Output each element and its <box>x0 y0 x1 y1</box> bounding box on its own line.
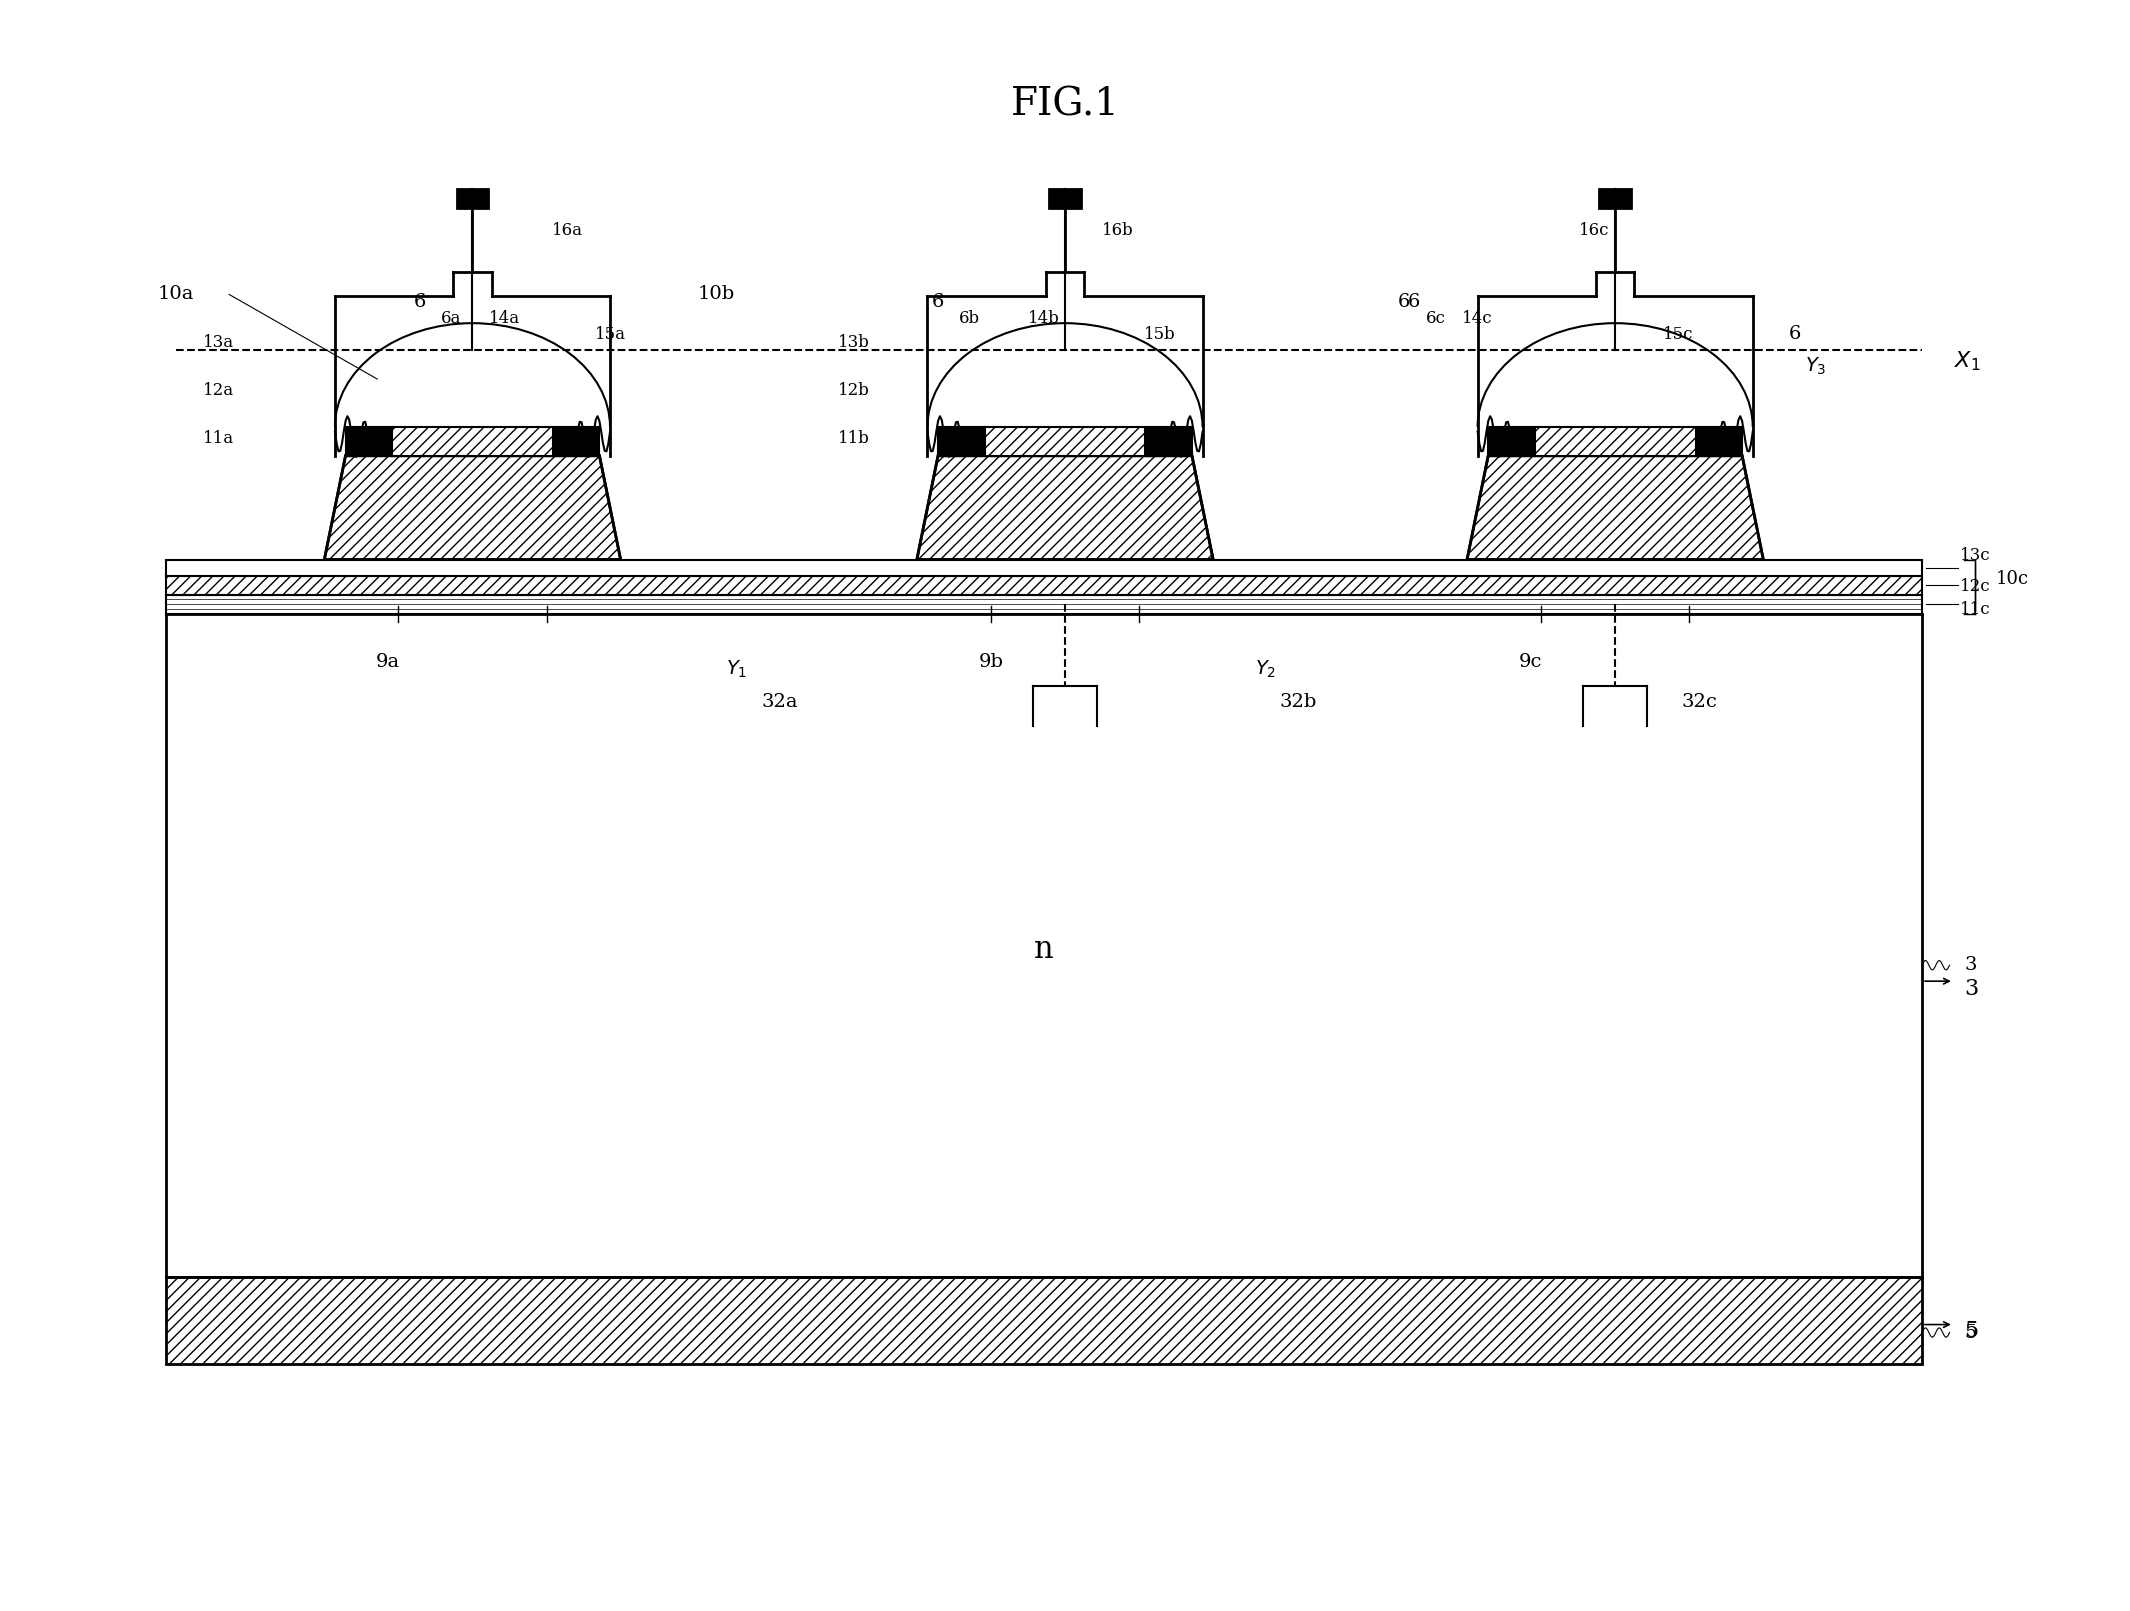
Text: 5: 5 <box>1964 1319 1979 1342</box>
Text: 13c: 13c <box>1960 548 1992 564</box>
Bar <box>937 427 984 456</box>
Text: 6b: 6b <box>958 309 980 327</box>
Bar <box>166 594 1921 614</box>
Text: 6: 6 <box>1408 293 1421 311</box>
Bar <box>166 575 1921 594</box>
Bar <box>1695 427 1742 456</box>
Text: 16a: 16a <box>552 222 584 238</box>
Text: 6: 6 <box>413 293 426 311</box>
Text: 15c: 15c <box>1664 325 1693 343</box>
Bar <box>1600 188 1632 208</box>
Text: 16b: 16b <box>1101 222 1133 238</box>
Text: n: n <box>1033 934 1054 965</box>
Text: 6a: 6a <box>441 309 462 327</box>
Text: 32c: 32c <box>1683 693 1717 710</box>
Text: 11a: 11a <box>202 430 234 446</box>
Bar <box>554 427 599 456</box>
Bar <box>166 1276 1921 1365</box>
Bar <box>1536 427 1695 456</box>
Text: 15b: 15b <box>1144 325 1176 343</box>
Bar <box>345 427 392 456</box>
Text: 10c: 10c <box>1996 570 2030 588</box>
Bar <box>456 188 488 208</box>
Text: 9b: 9b <box>978 652 1003 670</box>
Text: 6c: 6c <box>1425 309 1446 327</box>
Text: 14a: 14a <box>488 309 520 327</box>
Bar <box>1489 427 1536 456</box>
Text: 12a: 12a <box>202 382 234 400</box>
Polygon shape <box>916 456 1214 559</box>
Text: 3: 3 <box>1964 978 1979 1000</box>
Text: 13a: 13a <box>202 333 234 351</box>
Bar <box>392 427 554 456</box>
Text: $Y_1$: $Y_1$ <box>726 659 748 680</box>
Text: 14b: 14b <box>1029 309 1061 327</box>
Text: 6: 6 <box>1397 293 1410 311</box>
Text: $Y_2$: $Y_2$ <box>1255 659 1276 680</box>
Bar <box>984 427 1146 456</box>
Text: 10a: 10a <box>158 285 194 303</box>
Text: 9c: 9c <box>1519 652 1542 670</box>
Bar <box>166 559 1921 575</box>
Bar <box>1146 427 1193 456</box>
Text: 5: 5 <box>1964 1324 1977 1342</box>
Text: 14c: 14c <box>1463 309 1493 327</box>
Text: 10b: 10b <box>697 285 735 303</box>
Text: 11c: 11c <box>1960 601 1992 617</box>
Text: 32b: 32b <box>1280 693 1316 710</box>
Text: 3: 3 <box>1964 957 1977 975</box>
Text: 13b: 13b <box>837 333 869 351</box>
Text: 15a: 15a <box>594 325 626 343</box>
Polygon shape <box>324 456 620 559</box>
Text: 11b: 11b <box>837 430 869 446</box>
Text: 16c: 16c <box>1578 222 1610 238</box>
Bar <box>1050 188 1080 208</box>
Text: $X_1$: $X_1$ <box>1953 350 1981 374</box>
Text: 12b: 12b <box>837 382 869 400</box>
Text: FIG.1: FIG.1 <box>1010 87 1120 124</box>
Text: 32a: 32a <box>760 693 797 710</box>
Text: 12c: 12c <box>1960 578 1992 594</box>
Text: 6: 6 <box>931 293 944 311</box>
Text: $Y_3$: $Y_3$ <box>1806 356 1828 377</box>
Text: 9a: 9a <box>375 652 400 670</box>
Polygon shape <box>1468 456 1764 559</box>
Text: 6: 6 <box>1789 325 1802 343</box>
